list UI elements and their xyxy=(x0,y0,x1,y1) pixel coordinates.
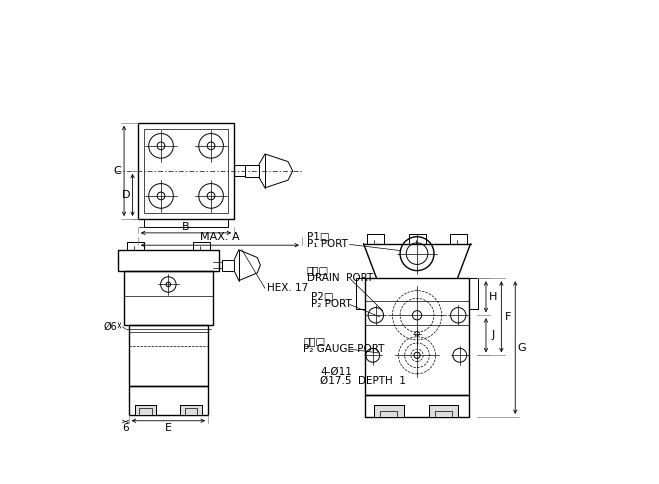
Bar xyxy=(450,234,467,243)
Text: MAX. A: MAX. A xyxy=(200,232,240,242)
Text: HEX. 17: HEX. 17 xyxy=(268,283,308,293)
Bar xyxy=(374,406,403,417)
Text: 湅流□: 湅流□ xyxy=(306,266,329,275)
Bar xyxy=(135,405,156,415)
Text: P₂ GAUGE PORT: P₂ GAUGE PORT xyxy=(304,344,385,354)
Bar xyxy=(138,123,234,219)
Bar xyxy=(140,408,152,415)
Bar xyxy=(185,408,197,415)
Text: C: C xyxy=(113,166,121,176)
Text: P1□: P1□ xyxy=(306,232,330,242)
Bar xyxy=(429,406,458,417)
Text: F: F xyxy=(505,312,511,322)
Bar xyxy=(380,411,397,417)
Bar xyxy=(181,405,202,415)
Bar xyxy=(127,242,144,250)
Bar xyxy=(144,219,228,227)
Text: DRAIN  PORT: DRAIN PORT xyxy=(306,273,373,283)
Bar xyxy=(192,242,210,250)
Bar xyxy=(118,250,219,271)
Text: Ø6: Ø6 xyxy=(103,322,117,332)
Bar xyxy=(365,395,469,417)
Bar xyxy=(365,278,469,395)
Text: B: B xyxy=(183,222,190,232)
Text: H: H xyxy=(489,292,497,302)
Bar xyxy=(135,405,156,415)
Text: Ø17.5  DEPTH  1: Ø17.5 DEPTH 1 xyxy=(320,376,407,386)
Text: E: E xyxy=(165,424,172,434)
Bar xyxy=(429,406,458,417)
Bar xyxy=(409,234,426,243)
Text: P₁ PORT: P₁ PORT xyxy=(306,240,347,249)
Bar xyxy=(181,405,202,415)
Bar xyxy=(356,278,365,309)
Bar xyxy=(124,271,213,324)
Bar xyxy=(367,234,384,243)
Text: J: J xyxy=(491,330,494,340)
Text: 4-Ø11: 4-Ø11 xyxy=(320,367,353,377)
Bar xyxy=(129,324,208,386)
Text: 6: 6 xyxy=(123,423,129,433)
Text: P₂ PORT: P₂ PORT xyxy=(311,300,352,309)
Text: D: D xyxy=(122,190,130,200)
Bar xyxy=(374,406,403,417)
Text: 測壓□: 測壓□ xyxy=(304,336,326,347)
Bar xyxy=(144,129,228,213)
Bar xyxy=(222,260,234,271)
Text: P2□: P2□ xyxy=(311,292,334,302)
Bar xyxy=(129,386,208,415)
Text: G: G xyxy=(518,343,527,353)
Bar xyxy=(435,411,452,417)
Bar xyxy=(469,278,478,309)
